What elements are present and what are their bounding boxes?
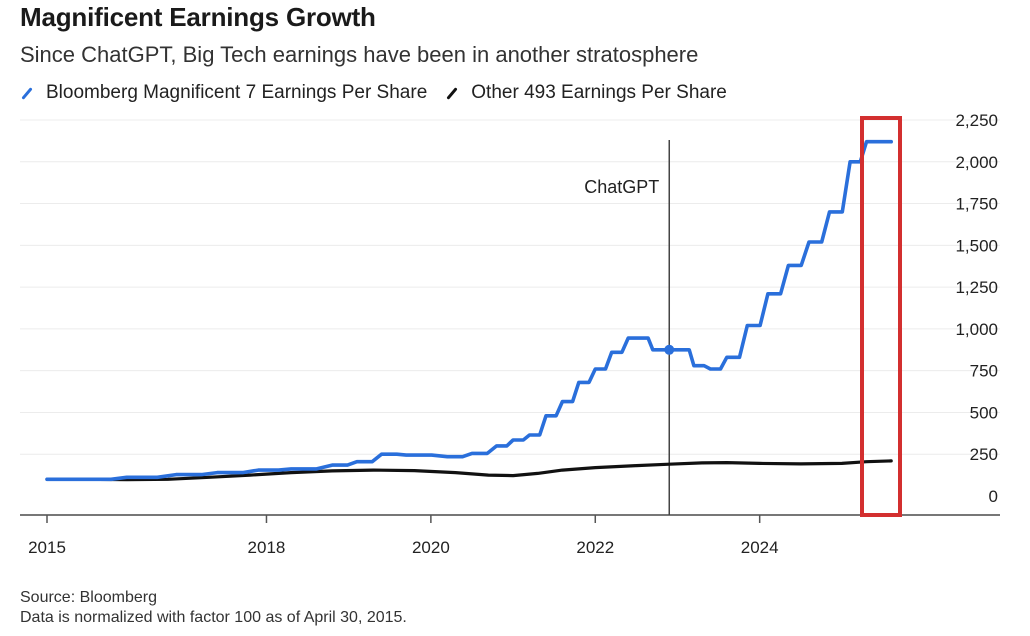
y-tick-label: 250 (970, 445, 998, 464)
normalization-note: Data is normalized with factor 100 as of… (20, 609, 407, 626)
y-tick-label: 1,000 (955, 320, 998, 339)
legend-label-other493: Other 493 Earnings Per Share (471, 82, 727, 103)
chart-subtitle: Since ChatGPT, Big Tech earnings have be… (20, 42, 699, 67)
y-tick-label: 0 (989, 487, 998, 506)
y-tick-label: 500 (970, 403, 998, 422)
annotations: ChatGPT (584, 140, 671, 515)
chart-title: Magnificent Earnings Growth (20, 2, 376, 32)
y-tick-label: 2,250 (955, 111, 998, 130)
series-lines (45, 139, 894, 482)
y-tick-label: 750 (970, 362, 998, 381)
series-line-magnificent-7 (45, 139, 894, 482)
footer: Source: Bloomberg Data is normalized wit… (20, 588, 407, 628)
legend: Bloomberg Magnificent 7 Earnings Per Sha… (20, 82, 745, 104)
highlight-box (860, 116, 902, 517)
chatgpt-label: ChatGPT (584, 177, 659, 197)
y-tick-label: 1,500 (955, 236, 998, 255)
x-axis: 2015 2018 2020 2022 2024 (20, 514, 1000, 557)
x-tick-label: 2015 (28, 538, 66, 557)
y-axis-ticks: 0 250 500 750 1,000 1,250 1,500 1,750 2,000 2,250 (955, 111, 998, 506)
gridlines (20, 119, 1000, 455)
y-tick-label: 1,250 (955, 278, 998, 297)
legend-item-mag7: Bloomberg Magnificent 7 Earnings Per Sha… (20, 82, 427, 104)
x-tick-label: 2020 (412, 538, 450, 557)
source-note: Source: Bloomberg (20, 589, 157, 606)
y-tick-label: 1,750 (955, 195, 998, 214)
series-line-other-493 (45, 459, 893, 482)
legend-label-mag7: Bloomberg Magnificent 7 Earnings Per Sha… (46, 82, 428, 103)
x-tick-label: 2024 (741, 538, 779, 557)
overlays (860, 116, 902, 517)
legend-item-other493: Other 493 Earnings Per Share (445, 82, 727, 104)
y-tick-label: 2,000 (955, 153, 998, 172)
x-tick-label: 2022 (576, 538, 614, 557)
x-tick-label: 2018 (248, 538, 286, 557)
chatgpt-marker-dot (664, 344, 675, 355)
